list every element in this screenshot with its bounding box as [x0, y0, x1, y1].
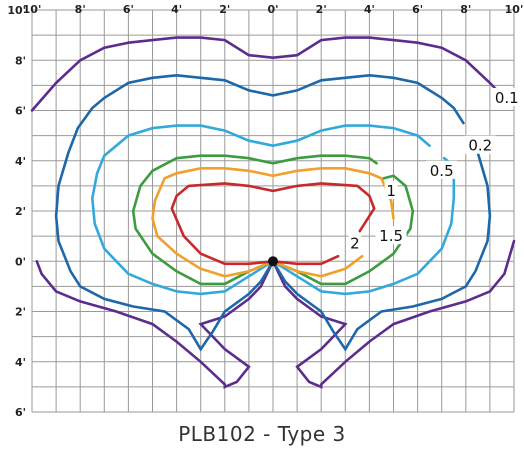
- x-tick-label: 4': [364, 3, 375, 16]
- x-tick-label: 2': [219, 3, 230, 16]
- contour-labels: 0.1 0.2 0.5 1 1.5 2: [348, 88, 522, 253]
- y-tick-label: 8': [15, 54, 26, 67]
- chart-caption: PLB102 - Type 3: [0, 422, 524, 446]
- grid: [32, 10, 514, 412]
- y-tick-label: 4': [15, 155, 26, 168]
- x-tick-label: 8': [75, 3, 86, 16]
- x-tick-label: 2': [316, 3, 327, 16]
- x-tick-label: 6': [123, 3, 134, 16]
- y-tick-label: 6': [15, 406, 26, 419]
- x-tick-label: 0': [267, 3, 278, 16]
- contour-label-1: 1: [386, 182, 396, 200]
- y-tick-label: 10': [7, 4, 26, 17]
- x-tick-label: 10': [505, 3, 524, 16]
- x-tick-label: 6': [412, 3, 423, 16]
- y-tick-label: 2': [15, 205, 26, 218]
- y-tick-label: 4': [15, 356, 26, 369]
- contour-label-0-5: 0.5: [430, 162, 454, 180]
- luminaire-source-marker: [268, 256, 278, 266]
- contour-label-1-5: 1.5: [379, 227, 403, 245]
- y-tick-label: 6': [15, 105, 26, 118]
- contour-label-0-2: 0.2: [468, 137, 492, 155]
- y-tick-labels: 10' 8' 6' 4' 2' 0' 2' 4' 6': [7, 4, 26, 419]
- x-tick-label: 8': [460, 3, 471, 16]
- contour-label-2: 2: [350, 235, 360, 253]
- x-tick-label: 4': [171, 3, 182, 16]
- y-tick-label: 0': [15, 255, 26, 268]
- contour-label-0-1: 0.1: [495, 89, 519, 107]
- y-tick-label: 2': [15, 306, 26, 319]
